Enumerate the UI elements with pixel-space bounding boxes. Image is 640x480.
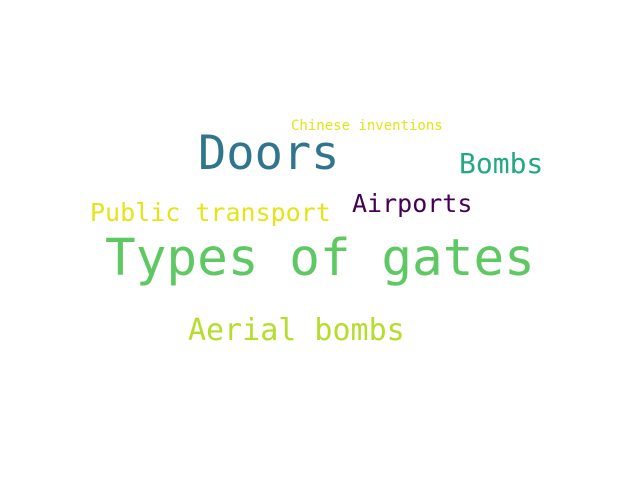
word-types-of-gates: Types of gates bbox=[105, 229, 535, 288]
word-bombs: Bombs bbox=[459, 147, 544, 180]
word-chinese-inventions: Chinese inventions bbox=[291, 118, 443, 134]
word-airports: Airports bbox=[352, 189, 473, 218]
word-aerial-bombs: Aerial bombs bbox=[188, 313, 405, 348]
word-public-transport: Public transport bbox=[90, 198, 331, 227]
word-doors: Doors bbox=[198, 126, 340, 181]
